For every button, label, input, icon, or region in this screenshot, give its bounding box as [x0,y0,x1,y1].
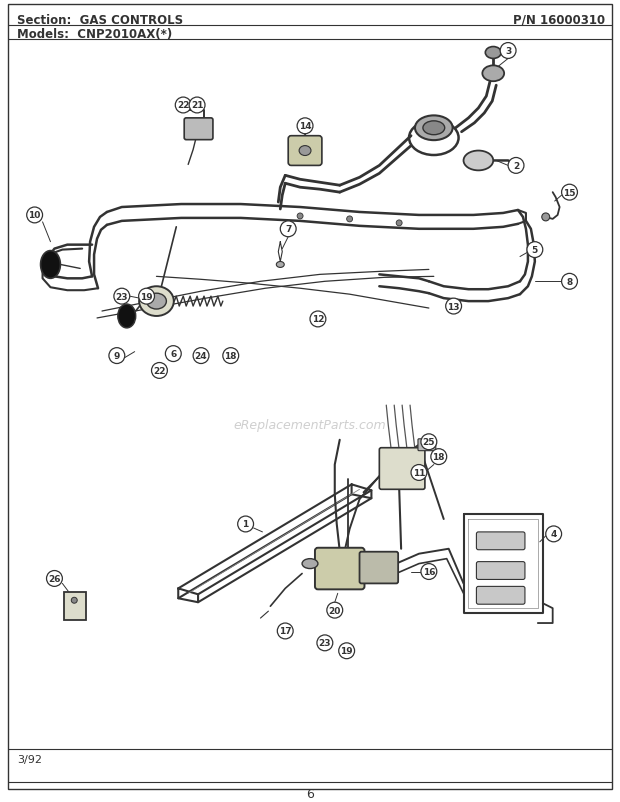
Circle shape [421,564,436,580]
Circle shape [151,363,167,379]
Circle shape [109,348,125,364]
Text: 19: 19 [340,646,353,655]
Text: 16: 16 [423,567,435,577]
Circle shape [310,312,326,327]
Text: 14: 14 [299,122,311,131]
FancyBboxPatch shape [379,448,425,490]
Circle shape [431,449,446,465]
Circle shape [297,119,313,135]
Text: P/N 16000310: P/N 16000310 [513,14,605,26]
Circle shape [114,289,130,305]
Text: 13: 13 [448,302,460,311]
FancyBboxPatch shape [360,552,398,584]
FancyBboxPatch shape [476,586,525,605]
Text: 3/92: 3/92 [17,754,42,764]
FancyBboxPatch shape [184,119,213,140]
Text: 9: 9 [113,351,120,361]
Circle shape [542,213,550,221]
Text: 18: 18 [433,452,445,461]
Circle shape [189,98,205,114]
Circle shape [347,217,353,223]
Ellipse shape [415,116,453,141]
Ellipse shape [146,294,166,310]
Circle shape [223,348,239,364]
Circle shape [237,516,254,533]
Text: 17: 17 [279,626,291,636]
Ellipse shape [485,47,501,59]
Text: 23: 23 [115,292,128,302]
Circle shape [562,185,577,200]
Text: 3: 3 [505,47,511,56]
Circle shape [280,221,296,237]
Circle shape [193,348,209,364]
Ellipse shape [118,305,136,329]
Circle shape [175,98,191,114]
Text: 22: 22 [177,101,190,111]
Ellipse shape [40,251,60,279]
FancyBboxPatch shape [315,548,365,589]
Text: 21: 21 [191,101,203,111]
Text: 8: 8 [567,277,573,286]
Text: 6: 6 [170,350,177,358]
Circle shape [508,158,524,174]
Text: 20: 20 [329,606,341,615]
Text: 2: 2 [513,162,519,171]
Circle shape [421,435,436,450]
Circle shape [327,602,343,618]
Circle shape [277,623,293,639]
Text: 1: 1 [242,520,249,529]
FancyBboxPatch shape [64,593,86,620]
Text: 5: 5 [532,245,538,255]
Ellipse shape [464,152,494,171]
Text: 24: 24 [195,351,207,361]
Circle shape [500,43,516,59]
Ellipse shape [482,67,504,82]
Text: 6: 6 [306,788,314,800]
Text: 11: 11 [413,468,425,477]
Circle shape [27,208,43,224]
Text: 12: 12 [312,315,324,324]
Ellipse shape [302,559,318,569]
Ellipse shape [277,262,284,268]
FancyBboxPatch shape [476,533,525,550]
Circle shape [166,346,181,362]
FancyBboxPatch shape [8,5,612,789]
Text: 15: 15 [563,188,576,197]
Text: 22: 22 [153,367,166,375]
Circle shape [339,643,355,659]
FancyBboxPatch shape [476,562,525,580]
Circle shape [317,635,333,651]
Circle shape [527,242,542,258]
Ellipse shape [299,147,311,156]
FancyBboxPatch shape [288,136,322,166]
Circle shape [71,597,78,603]
Text: 25: 25 [423,438,435,447]
Text: 10: 10 [29,211,41,221]
Text: Section:  GAS CONTROLS: Section: GAS CONTROLS [17,14,183,26]
Ellipse shape [139,287,174,317]
Text: 26: 26 [48,574,61,583]
Text: eReplacementParts.com: eReplacementParts.com [234,419,386,432]
Text: Models:  CNP2010AX(*): Models: CNP2010AX(*) [17,28,172,41]
Circle shape [46,571,63,586]
Text: 18: 18 [224,351,237,361]
Circle shape [546,526,562,542]
Circle shape [446,299,461,314]
Ellipse shape [423,122,445,136]
Circle shape [396,221,402,226]
Text: 4: 4 [551,530,557,539]
Text: 7: 7 [285,225,291,234]
Circle shape [411,465,427,480]
Circle shape [139,289,154,305]
Text: 23: 23 [319,638,331,647]
Text: 19: 19 [140,292,153,302]
FancyBboxPatch shape [418,439,436,451]
Circle shape [297,213,303,220]
Circle shape [562,274,577,290]
